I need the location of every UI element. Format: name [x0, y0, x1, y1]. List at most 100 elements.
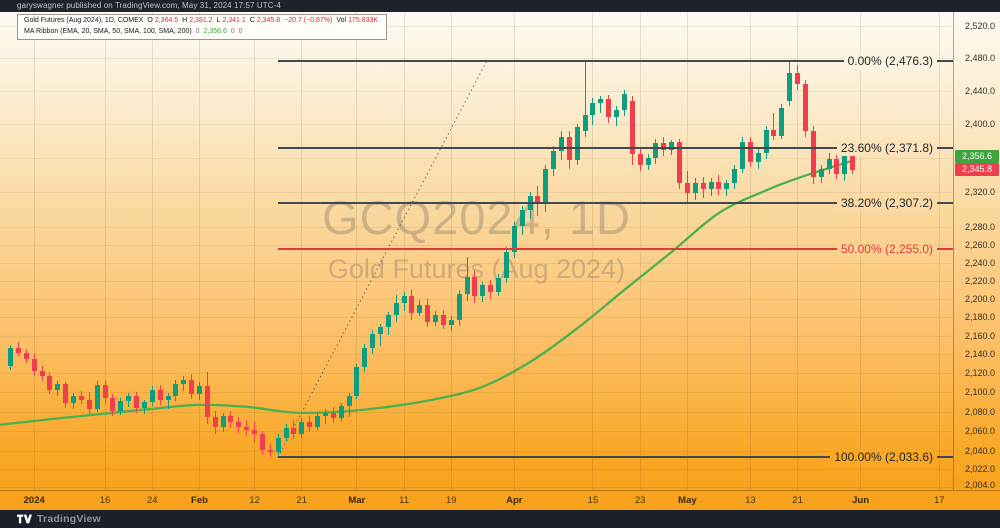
candle: [598, 98, 604, 104]
time-axis-label: Mar: [348, 495, 366, 506]
horizontal-gridline: [0, 263, 953, 264]
price-axis[interactable]: 2,520.02,480.02,440.02,400.02,360.02,320…: [953, 12, 1000, 490]
candle: [684, 183, 690, 193]
horizontal-gridline: [0, 431, 953, 432]
candle: [747, 141, 753, 162]
candle: [354, 366, 360, 397]
horizontal-gridline: [0, 124, 953, 125]
candle: [802, 84, 808, 131]
vertical-gridline: [592, 12, 593, 490]
vertical-gridline: [404, 12, 405, 490]
overlay-lines: [0, 60, 854, 458]
candle: [496, 277, 502, 293]
candle: [574, 127, 580, 161]
publisher-bar: garyswagner published on TradingView.com…: [0, 0, 1000, 12]
candle: [732, 168, 738, 184]
candle: [692, 182, 698, 193]
candle-wick: [773, 113, 775, 140]
candle: [551, 150, 557, 169]
legend-box: Gold Futures (Aug 2024), 1D, COMEX O 2,36…: [17, 14, 388, 40]
candle: [31, 359, 37, 372]
candle: [795, 72, 801, 85]
candle: [456, 294, 462, 320]
time-axis-label: 21: [792, 495, 803, 506]
candle: [220, 416, 226, 428]
time-axis-label: 16: [99, 495, 111, 506]
time-axis-label: Feb: [191, 495, 208, 506]
candle: [440, 315, 446, 325]
time-axis-label: 24: [146, 495, 158, 506]
candle: [559, 136, 564, 151]
candle: [275, 437, 281, 452]
candle: [433, 315, 439, 322]
candle: [228, 416, 234, 423]
vertical-gridline: [451, 12, 452, 490]
price-axis-label: 2,260.0: [964, 240, 995, 250]
symbol-title: Gold Futures (Aug 2024), 1D, COMEX: [24, 17, 144, 24]
horizontal-gridline: [0, 451, 953, 452]
candle-wick: [379, 323, 381, 347]
vertical-gridline: [356, 12, 357, 490]
candle: [267, 449, 273, 452]
candle: [283, 428, 289, 438]
candle: [842, 155, 848, 174]
time-axis[interactable]: 2024 16 24 Feb 12 21 Mar 11 19 Apr 15 23 May 13 21 Jun 1…: [0, 490, 1000, 510]
candle: [370, 333, 376, 348]
brand-bar: TradingView: [0, 510, 1000, 528]
candle: [94, 384, 100, 409]
price-axis-label: 2,280.0: [964, 222, 995, 232]
candle: [637, 154, 643, 165]
price-axis-label: 2,160.0: [964, 331, 995, 341]
candle: [511, 226, 517, 252]
candle: [677, 142, 683, 184]
candle: [118, 401, 124, 411]
candle: [157, 389, 163, 401]
candle: [165, 396, 171, 401]
vertical-gridline: [254, 12, 255, 490]
candle: [834, 158, 840, 174]
horizontal-gridline: [0, 392, 953, 393]
horizontal-gridline: [0, 412, 953, 413]
brand-link[interactable]: TradingView: [37, 513, 101, 525]
price-axis-label: 2,140.0: [964, 349, 995, 359]
price-axis-label: 2,180.0: [964, 312, 995, 322]
horizontal-gridline: [0, 373, 953, 374]
price-axis-label: 2,320.0: [964, 187, 995, 197]
price-axis-label: 2,040.0: [964, 446, 995, 456]
vertical-gridline: [640, 12, 641, 490]
candle: [23, 352, 29, 360]
tradingview-logo-icon[interactable]: [17, 514, 32, 524]
candle: [307, 422, 313, 428]
candle: [763, 129, 769, 153]
price-axis-label: 2,200.0: [964, 294, 995, 304]
vertical-gridline: [152, 12, 153, 490]
candle: [645, 157, 651, 165]
candle: [629, 100, 635, 155]
price-axis-label: 2,520.0: [964, 21, 995, 31]
vertical-gridline: [797, 12, 798, 490]
candle-wick: [584, 61, 586, 137]
low-label: L: [216, 17, 221, 24]
legend-indicator-row[interactable]: MA Ribbon (EMA, 20, SMA, 50, SMA, 100, S…: [24, 27, 380, 38]
candle: [71, 396, 77, 403]
candle: [519, 210, 525, 227]
change-value: −20.7 (−0.87%): [284, 17, 333, 24]
price-axis-label: 2,480.0: [964, 53, 995, 63]
price-axis-label: 2,440.0: [964, 86, 995, 96]
candle: [417, 305, 423, 313]
candle: [134, 396, 140, 408]
candle: [173, 383, 179, 397]
time-axis-label: 2024: [23, 495, 45, 506]
candle: [708, 181, 714, 189]
chart-pane[interactable]: GCQ2024, 1D Gold Futures (Aug 2024) 0.00…: [0, 12, 953, 490]
candle: [141, 402, 147, 408]
horizontal-gridline: [0, 336, 953, 337]
candle: [78, 396, 84, 401]
time-axis-label: Apr: [506, 495, 523, 506]
time-axis-label: 11: [399, 495, 410, 506]
candle: [401, 296, 407, 303]
legend-symbol-row[interactable]: Gold Futures (Aug 2024), 1D, COMEX O 2,36…: [24, 16, 380, 27]
vertical-gridline: [750, 12, 751, 490]
vertical-gridline: [105, 12, 106, 490]
ma-ribbon-line: [0, 159, 854, 426]
